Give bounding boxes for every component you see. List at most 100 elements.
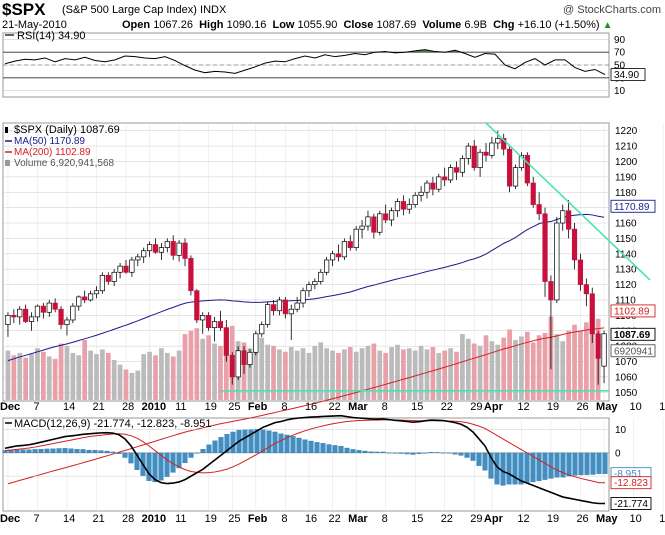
candle-body [366,217,370,226]
macd-histogram-bar [297,438,302,453]
macd-x-tick-label: 28 [122,513,134,525]
macd-x-tick-label: 25 [228,513,240,525]
candle-body [94,291,98,294]
candle-body [200,315,204,320]
candle-body [71,306,75,320]
macd-x-tick-label: 8 [382,513,388,525]
volume-bar [100,349,105,400]
candle-body [389,211,393,220]
price-x-tick-label: 29 [470,401,482,413]
macd-panel-frame [3,418,609,511]
macd-histogram-bar [279,434,284,453]
volume-bar [6,351,11,400]
macd-x-tick-label: 22 [441,513,453,525]
volume-bar [283,352,288,400]
price-x-tick-label: 26 [576,401,588,413]
price-tick-label: 1220 [615,126,638,137]
price-x-tick-label: 12 [517,401,529,413]
macd-histogram-bar [369,452,374,453]
macd-histogram-bar [93,450,98,453]
price-x-tick-label: 2010 [142,401,166,413]
macd-histogram-bar [123,453,128,458]
price-x-tick-label: 15 [411,401,423,413]
price-x-tick-label: 10 [630,401,642,413]
volume-bar [23,358,28,400]
macd-histogram-bar [267,431,272,453]
macd-histogram-bar [513,453,518,484]
volume-bar [106,353,111,400]
volume-bar [507,329,512,400]
volume-bar [189,331,194,400]
candle-body [53,303,57,309]
volume-legend-swatch [5,160,10,166]
candle-body [549,282,553,300]
candle-body [578,260,582,285]
price-legend-label: $SPX (Daily) 1087.69 [14,124,120,136]
macd-histogram-bar [591,453,596,475]
macd-histogram-bar [603,453,608,474]
rsi-line [5,50,605,75]
volume-bar [448,348,453,400]
volume-bar [360,348,365,400]
candle-body [82,297,86,300]
volume-bar [17,353,22,400]
volume-bar [295,351,300,400]
price-tick-label: 1200 [615,157,638,168]
price-x-tick-label: Apr [484,401,504,413]
macd-x-tick-label: 26 [576,513,588,525]
candle-body [77,297,81,306]
candle-body [195,291,199,320]
candle-body [6,315,10,324]
macd-histogram-bar [111,452,116,453]
candle-body [537,205,541,214]
volume-bar [578,331,583,400]
chart-svg: 907050301034.90RSI(14) 34.90122012101200… [0,0,665,535]
macd-x-tick-label: Feb [248,513,268,525]
macd-histogram-bar [21,450,26,453]
macd-histogram-bar [51,449,56,453]
rsi-tick-label: 90 [614,35,626,46]
volume-bar [147,352,152,400]
price-tick-label: 1070 [615,357,638,368]
candle-body [319,272,323,281]
macd-histogram-bar [81,449,86,452]
price-x-tick-label: Dec [0,401,20,413]
volume-bar [29,354,34,400]
volume-bar [177,351,182,400]
candle-body [324,260,328,272]
volume-bar [59,344,64,400]
macd-histogram-bar [525,453,530,483]
volume-bar [265,345,270,400]
candle-body [425,183,429,192]
macd-x-tick-label: 14 [63,513,75,525]
macd-histogram-bar [399,453,404,454]
macd-value-tag: -12.823 [614,478,648,489]
price-tick-label: 1060 [615,372,638,383]
candle-body [484,152,488,155]
candle-body [460,158,464,172]
price-value-tag: 1102.89 [614,306,650,317]
price-x-tick-label: 11 [175,401,186,413]
macd-histogram-bar [465,453,470,458]
rsi-legend-label: RSI(14) 34.90 [17,30,85,42]
candle-body [165,241,169,247]
macd-x-tick-label: Mar [348,513,368,525]
candle-body [177,243,181,255]
volume-bar [218,346,223,400]
volume-bar [88,351,93,400]
candle-body [330,254,334,260]
candle-body [88,294,92,300]
macd-histogram-bar [387,453,392,454]
macd-histogram-bar [453,453,458,454]
candle-body [401,201,405,209]
macd-histogram-bar [555,453,560,477]
volume-bar [312,346,317,400]
volume-bar [35,348,40,400]
ma50-line [8,214,604,360]
candle-body [572,229,576,260]
macd-x-tick-label: 29 [470,513,482,525]
volume-bar [566,331,571,400]
volume-bar [442,351,447,400]
candle-body [236,351,240,377]
macd-histogram-bar [117,453,122,454]
